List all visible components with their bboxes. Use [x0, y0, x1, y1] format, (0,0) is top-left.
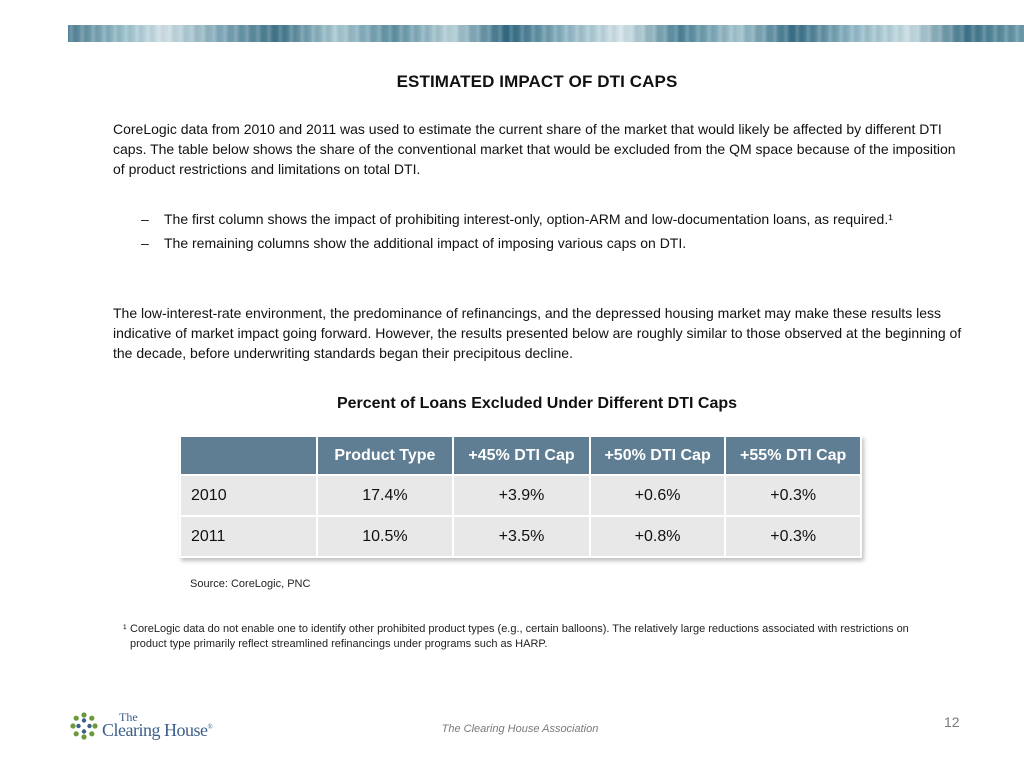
- table-row: 2011 10.5% +3.5% +0.8% +0.3%: [179, 515, 862, 558]
- dash-marker: –: [141, 211, 149, 227]
- logo-registered-mark: ®: [207, 723, 213, 731]
- note-paragraph: The low-interest-rate environment, the p…: [113, 305, 962, 361]
- header-cell-55-cap: +55% DTI Cap: [724, 435, 862, 476]
- footnote: ¹ CoreLogic data do not enable one to id…: [123, 622, 913, 652]
- footnote-mark: ¹: [123, 623, 127, 635]
- source-note: Source: CoreLogic, PNC: [190, 578, 311, 590]
- logo-the: The: [119, 710, 138, 724]
- table-header-row: Product Type +45% DTI Cap +50% DTI Cap +…: [179, 435, 862, 476]
- table-row: 2010 17.4% +3.9% +0.6% +0.3%: [179, 474, 862, 517]
- logo-name-text: Clearing House: [102, 720, 208, 740]
- dti-table: Product Type +45% DTI Cap +50% DTI Cap +…: [179, 435, 862, 558]
- row-year-cell: 2011: [179, 515, 318, 558]
- header-cell-product-type: Product Type: [315, 435, 455, 476]
- bullet-item: – The remaining columns show the additio…: [141, 233, 951, 254]
- dash-marker: –: [141, 235, 149, 251]
- clearing-house-logo: The Clearing House®: [69, 708, 219, 744]
- table-cell: +0.8%: [588, 515, 727, 558]
- table-cell: +3.9%: [452, 474, 591, 517]
- table-title: Percent of Loans Excluded Under Differen…: [336, 395, 738, 412]
- table-cell: +0.3%: [724, 474, 862, 517]
- table-cell: +3.5%: [452, 515, 591, 558]
- header-cell-blank: [179, 435, 318, 476]
- table-cell: 17.4%: [315, 474, 455, 517]
- bullet-text: The first column shows the impact of pro…: [164, 211, 893, 227]
- starburst-logo-icon: [70, 712, 98, 740]
- page-title: ESTIMATED IMPACT OF DTI CAPS: [396, 72, 678, 91]
- header-cell-50-cap: +50% DTI Cap: [588, 435, 727, 476]
- table-cell: 10.5%: [315, 515, 455, 558]
- header-cell-45-cap: +45% DTI Cap: [452, 435, 591, 476]
- bullet-text: The remaining columns show the additiona…: [164, 235, 687, 251]
- footnote-text: CoreLogic data do not enable one to iden…: [130, 623, 909, 650]
- table-cell: +0.6%: [588, 474, 727, 517]
- page-number: 12: [944, 714, 960, 730]
- table-cell: +0.3%: [724, 515, 862, 558]
- footer-org-name: The Clearing House Association: [441, 723, 599, 735]
- bullet-item: – The first column shows the impact of p…: [141, 209, 951, 230]
- intro-paragraph: CoreLogic data from 2010 and 2011 was us…: [113, 121, 956, 177]
- bullet-list: – The first column shows the impact of p…: [141, 209, 951, 257]
- row-year-cell: 2010: [179, 474, 318, 517]
- header-banner: [68, 25, 1024, 42]
- logo-name: Clearing House®: [102, 720, 213, 741]
